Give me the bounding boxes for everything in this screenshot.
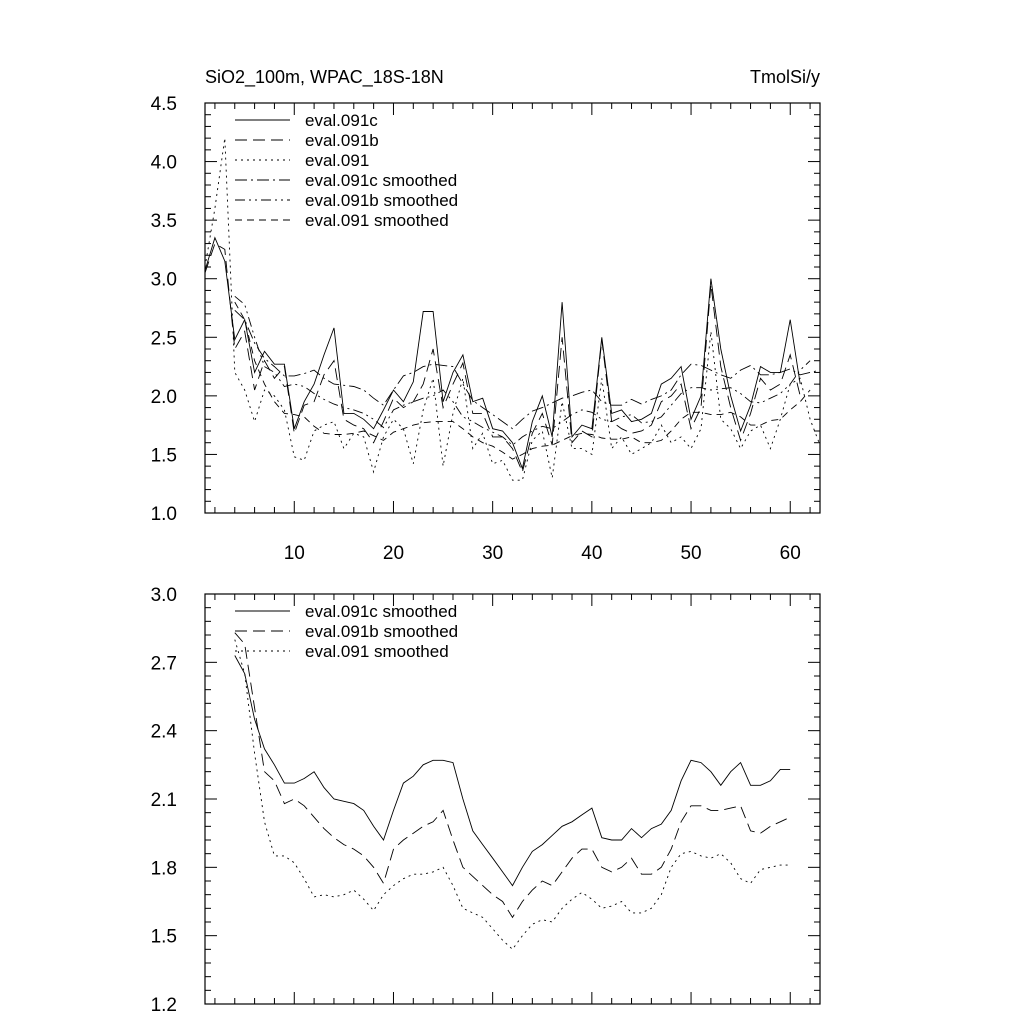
top-x-tick-label: 20	[383, 543, 404, 564]
bottom-y-tick-label: 1.2	[151, 995, 177, 1016]
top-x-tick-label: 30	[482, 543, 503, 564]
top-y-tick-label: 2.5	[151, 328, 177, 349]
top-legend-label-2: eval.091b	[305, 131, 379, 150]
top-y-tick-label: 1.0	[151, 504, 177, 525]
top-x-tick-label: 40	[581, 543, 602, 564]
top-y-tick-label: 4.5	[151, 94, 177, 115]
top-series-line-1	[204, 236, 801, 471]
bottom-legend-label-2: eval.091b smoothed	[305, 622, 458, 641]
top-series-line-5	[234, 295, 811, 446]
top-series-line-4	[234, 309, 821, 430]
top-y-tick-label: 4.0	[151, 153, 177, 174]
top-legend-label-1: eval.091c	[305, 111, 378, 130]
top-legend-label-3: eval.091	[305, 151, 369, 170]
top-legend-label-6: eval.091 smoothed	[305, 211, 449, 230]
top-legend-label-5: eval.091b smoothed	[305, 191, 458, 210]
top-legend-label-4: eval.091c smoothed	[305, 171, 457, 190]
bottom-legend-label-3: eval.091 smoothed	[305, 642, 449, 661]
top-chart-title: SiO2_100m, WPAC_18S-18N	[205, 67, 444, 88]
top-series-line-3	[204, 138, 821, 481]
top-y-tick-label: 2.0	[151, 387, 177, 408]
bottom-y-tick-label: 2.7	[151, 653, 177, 674]
top-x-tick-label: 10	[284, 543, 305, 564]
top-series-line-2	[204, 242, 801, 474]
bottom-legend-label-1: eval.091c smoothed	[305, 602, 457, 621]
top-x-tick-label: 50	[680, 543, 701, 564]
bottom-y-tick-label: 2.1	[151, 790, 177, 811]
bottom-y-tick-label: 1.5	[151, 927, 177, 948]
top-y-tick-label: 3.0	[151, 270, 177, 291]
top-chart-units: TmolSi/y	[750, 67, 820, 87]
bottom-series-line-1	[234, 655, 791, 887]
top-y-tick-label: 1.5	[151, 445, 177, 466]
bottom-y-tick-label: 2.4	[151, 722, 178, 743]
bottom-y-tick-label: 1.8	[151, 858, 177, 879]
top-x-tick-label: 60	[780, 543, 801, 564]
top-y-tick-label: 3.5	[151, 211, 177, 232]
top-panel: 1.0 1.5 2.0 2.5 3.0 3.5 4.0 4.5 10 20 30 40 50 60 eval…	[151, 94, 821, 564]
top-series-line-6	[234, 301, 811, 460]
bottom-series-line-2	[234, 632, 791, 919]
bottom-series-line-3	[234, 639, 791, 950]
bottom-y-tick-label: 3.0	[151, 585, 177, 606]
